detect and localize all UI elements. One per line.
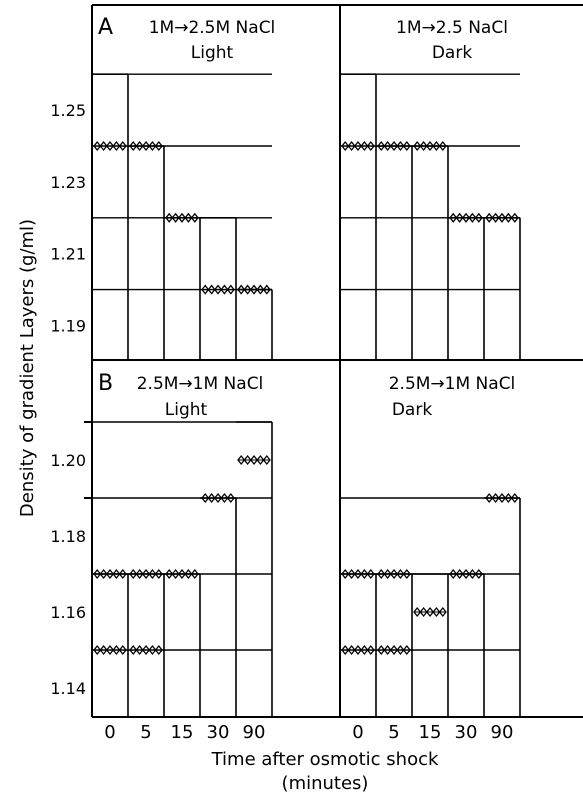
x-tick-label-1-1: 5 bbox=[388, 722, 399, 743]
panel-0-band-3-0 bbox=[201, 284, 235, 295]
x-tick-label-1-2: 15 bbox=[419, 722, 442, 743]
panel-2-band-3-0 bbox=[201, 492, 235, 504]
panel-3-band-4-0 bbox=[485, 492, 519, 504]
panel-a-light-title-line2: Light bbox=[191, 43, 234, 63]
y-tick-label-0-2: 1.21 bbox=[50, 245, 86, 264]
y-axis-title: Density of gradient Layers (g/ml) bbox=[17, 219, 38, 517]
panel-2-band-1-0 bbox=[129, 568, 163, 580]
panel-a-light-title-line1: 1M→2.5M NaCl bbox=[149, 18, 276, 38]
x-tick-label-0-2: 15 bbox=[171, 722, 194, 743]
y-tick-label-0-3: 1.19 bbox=[50, 317, 86, 336]
x-axis-title-line1: Time after osmotic shock bbox=[211, 749, 439, 770]
panel-2-band-2-0 bbox=[165, 568, 199, 580]
y-tick-label-0-1: 1.23 bbox=[50, 173, 86, 192]
y-tick-label-1-3: 1.14 bbox=[50, 679, 86, 698]
y-tick-label-1-2: 1.16 bbox=[50, 603, 86, 622]
panel-a-dark-title-line2: Dark bbox=[432, 43, 472, 63]
panel-3-band-2-0 bbox=[413, 606, 447, 618]
panel-b-dark-title-line2: Dark bbox=[392, 400, 432, 420]
panel-0-band-1-0 bbox=[129, 140, 163, 152]
x-tick-label-1-0: 0 bbox=[352, 722, 363, 743]
panel-b-light-title-line2: Light bbox=[165, 400, 208, 420]
x-axis-title-line2: (minutes) bbox=[282, 773, 369, 794]
chart-marks: 1.25 1.23 1.21 1.19 1.20 1.18 1.16 1.14 0 5 15 30 90… bbox=[50, 73, 521, 743]
panel-2-band-4-0 bbox=[237, 454, 271, 466]
panel-2-band-0-1 bbox=[93, 644, 127, 656]
panel-letter-b: B bbox=[98, 371, 113, 396]
panel-2-band-1-1 bbox=[129, 644, 163, 656]
panel-0-band-2-0 bbox=[165, 212, 199, 223]
panel-1-band-0-0 bbox=[341, 140, 375, 152]
panel-3-band-1-0 bbox=[377, 568, 411, 580]
panel-b-dark-title-line1: 2.5M→1M NaCl bbox=[389, 374, 516, 394]
panel-1-band-4-0 bbox=[485, 212, 519, 223]
panel-1-band-2-0 bbox=[413, 140, 447, 152]
y-tick-label-0-0: 1.25 bbox=[50, 101, 86, 120]
x-tick-label-0-4: 90 bbox=[243, 722, 266, 743]
x-tick-label-1-4: 90 bbox=[491, 722, 514, 743]
panel-0-band-0-0 bbox=[93, 140, 127, 152]
panel-a-dark-title-line1: 1M→2.5 NaCl bbox=[396, 18, 508, 38]
panel-3-band-0-0 bbox=[341, 568, 375, 580]
panel-2-band-0-0 bbox=[93, 568, 127, 580]
x-tick-label-1-3: 30 bbox=[455, 722, 478, 743]
y-tick-label-1-0: 1.20 bbox=[50, 451, 86, 470]
panel-3-band-1-1 bbox=[377, 644, 411, 656]
x-tick-label-0-0: 0 bbox=[104, 722, 115, 743]
panel-3-band-0-1 bbox=[341, 644, 375, 656]
panel-1-band-3-0 bbox=[449, 212, 483, 223]
panel-b-light-title-line1: 2.5M→1M NaCl bbox=[137, 374, 264, 394]
x-tick-label-0-3: 30 bbox=[207, 722, 230, 743]
panel-0-band-4-0 bbox=[237, 284, 271, 295]
panel-letter-a: A bbox=[98, 15, 113, 40]
y-tick-label-1-1: 1.18 bbox=[50, 527, 86, 546]
panel-3-band-3-0 bbox=[449, 568, 483, 580]
panel-1-band-1-0 bbox=[377, 140, 411, 152]
x-tick-label-0-1: 5 bbox=[140, 722, 151, 743]
